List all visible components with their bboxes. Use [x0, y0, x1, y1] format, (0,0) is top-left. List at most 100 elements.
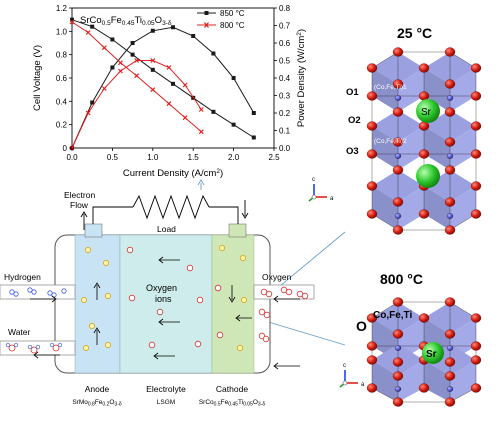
y-axis-right-label: Power Density (W/cm2)	[296, 29, 307, 127]
oxygen-atom	[366, 209, 378, 219]
data-point	[90, 24, 95, 29]
data-point	[118, 60, 123, 66]
electron-flow-label-2: Flow	[70, 200, 89, 210]
anode-terminal	[84, 223, 103, 238]
electron-arrow-down	[241, 200, 249, 219]
x-tick-label: 0.5	[107, 153, 119, 162]
cathode-layer	[211, 234, 255, 374]
oxygen-label: Oxygen	[262, 272, 292, 282]
bsite-atom	[394, 386, 402, 392]
oxygen-atom	[366, 63, 378, 73]
chart-ticks: 0.0 0.5 1.0 1.5 2.0 2.5 0 0.2 0.4 0.6 0.8 1.0 1.2 0.0…	[56, 4, 291, 162]
oxygen-atom	[470, 91, 482, 101]
oxygen-ions-label-1: Oxygen	[146, 283, 177, 293]
iv-power-chart: 0.0 0.5 1.0 1.5 2.0 2.5 0 0.2 0.4 0.6 0.8 1.0 1.2 0.0…	[32, 4, 307, 179]
x-tick-label: 2.0	[228, 153, 240, 162]
y-left-tick-label: 0	[63, 144, 68, 153]
data-point	[70, 17, 74, 22]
oxygen-atom	[470, 355, 482, 365]
bsite-atom	[394, 345, 402, 351]
cathode-particles	[214, 245, 247, 351]
oxygen-atom	[366, 181, 378, 191]
data-point	[198, 107, 204, 112]
y-right-tick-label: 0.0	[279, 144, 291, 153]
data-point	[171, 81, 175, 86]
water-molecules	[5, 342, 63, 354]
series-line-1	[71, 26, 255, 149]
oxygen-atom	[366, 341, 378, 351]
oxygen-atom	[418, 383, 430, 393]
oxygen-atom	[444, 79, 456, 89]
exhaust-flow-arrow	[273, 362, 300, 370]
oxygen-atom	[470, 313, 482, 323]
chart-title: SrCo0.5Fe0.45Ti0.05O3-δ	[80, 15, 172, 27]
electrolyte-title: Electrolyte	[146, 384, 186, 394]
legend-marker-850	[204, 11, 209, 15]
y-left-tick-label: 1.0	[56, 27, 68, 36]
oxygen-atom	[392, 47, 404, 57]
data-point	[69, 19, 75, 25]
y-axis-left-label: Cell Voltage (V)	[32, 45, 43, 111]
data-point	[130, 41, 135, 45]
crystal-top-sr-atom-1	[416, 99, 440, 123]
bsite-atom	[446, 386, 454, 392]
hydrogen-label: Hydrogen	[4, 272, 41, 282]
data-point	[85, 30, 91, 35]
crystal-bottom-oxygen-atoms	[366, 297, 482, 407]
chart-marks	[69, 17, 256, 151]
y-left-tick-label: 0.6	[56, 74, 68, 83]
data-point	[251, 111, 256, 115]
y-right-tick-label: 0.8	[279, 4, 291, 13]
crystal-top-bsite-atoms	[394, 95, 454, 219]
oxygen-atom	[470, 181, 482, 191]
crystal-top-sr-atom-2	[416, 164, 440, 188]
oxygen-atom	[392, 329, 404, 339]
legend-marker-800	[204, 22, 209, 28]
y-right-tick-label: 0.6	[279, 39, 291, 48]
label-site1: (Co,Fe,Ti)1	[374, 84, 407, 91]
series-line-0	[71, 19, 255, 138]
data-point	[211, 109, 216, 114]
data-point	[110, 37, 115, 42]
anode-particles	[81, 247, 111, 351]
y-right-tick-label: 0.2	[279, 109, 291, 118]
data-point	[150, 58, 156, 63]
data-point	[130, 52, 135, 57]
x-axis-label: Current Density (A/cm2)	[123, 168, 223, 179]
cathode-title: Cathode	[216, 384, 248, 394]
crystal-bottom-temp: 800 °C	[380, 271, 423, 287]
crystal-bottom-sr-atom	[422, 342, 444, 364]
cathode-formula: SrCo0.5Fe0.45Ti0.05O3-δ	[199, 399, 266, 408]
data-point	[182, 82, 188, 88]
oxygen-atom	[444, 165, 456, 175]
oxygen-atom	[470, 121, 482, 131]
oxygen-atom	[444, 357, 456, 367]
oxygen-atom	[366, 91, 378, 101]
y-right-tick-label: 0.4	[279, 74, 291, 83]
oxygen-atom	[392, 225, 404, 235]
chart-connector-arrow	[197, 179, 205, 186]
electron-arrow-up	[80, 211, 88, 230]
x-tick-label: 1.0	[147, 153, 159, 162]
oxygen-atom	[444, 107, 456, 117]
oxygen-atom	[366, 149, 378, 159]
label-o2: O2	[348, 115, 361, 126]
crystal-bottom-o-label: O	[356, 318, 367, 334]
crystal-bottom-site-label: Co,Fe,Ti	[373, 310, 412, 321]
anode-title: Anode	[85, 384, 110, 394]
oxygen-atom	[392, 297, 404, 307]
bsite-atom	[446, 213, 454, 219]
bsite-atom	[394, 153, 402, 159]
oxygen-atom	[392, 137, 404, 147]
chart-legend: 850 °C 800 °C	[197, 9, 245, 30]
label-o1: O1	[346, 87, 359, 98]
circuit-wire-left	[92, 206, 133, 224]
oxygen-atom	[470, 383, 482, 393]
oxygen-atom	[470, 149, 482, 159]
crystal-bottom-axis-c: c	[343, 363, 346, 369]
oxygen-atom	[366, 121, 378, 131]
y-left-tick-label: 0.2	[56, 121, 68, 130]
oxygen-atom	[418, 313, 430, 323]
crystal-top-temp: 25 °C	[397, 25, 432, 41]
oxygen-atom	[392, 107, 404, 117]
